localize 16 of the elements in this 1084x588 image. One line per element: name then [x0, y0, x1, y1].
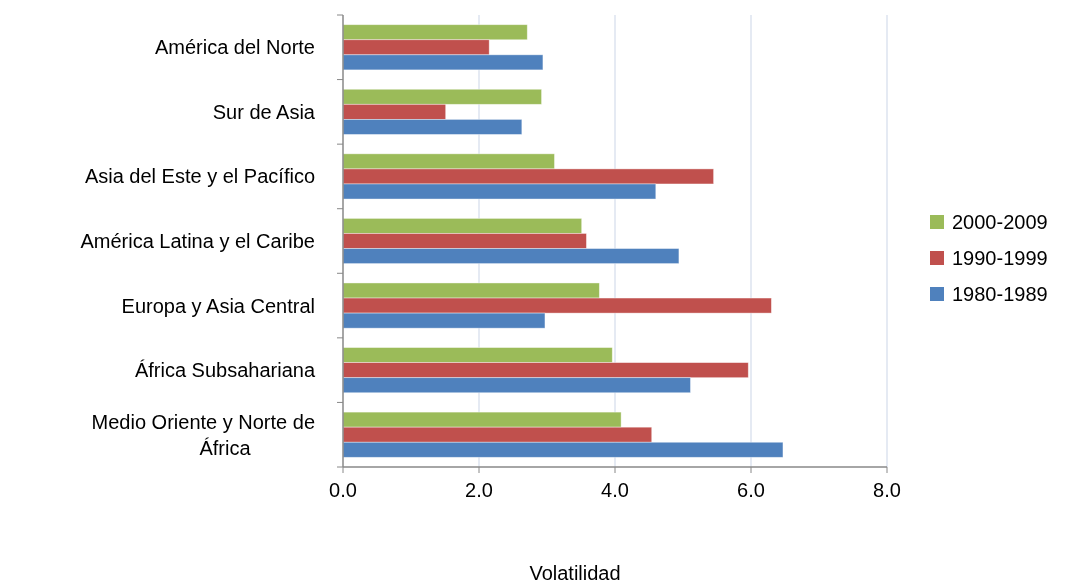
- legend-label: 1990-1999: [952, 247, 1048, 269]
- y-tick-label: Medio Oriente y Norte de África: [91, 410, 315, 459]
- x-tick-label: 6.0: [737, 479, 765, 501]
- y-tick-label: Sur de Asia: [212, 100, 316, 123]
- x-tick-label: 8.0: [873, 479, 901, 501]
- x-axis-title: Volatilidad: [529, 562, 621, 584]
- y-tick-label: Europa y Asia Central: [121, 294, 315, 317]
- y-tick-label: África Subsahariana: [134, 359, 316, 382]
- legend-label: 2000-2009: [952, 211, 1048, 233]
- y-tick-label: América Latina y el Caribe: [80, 230, 315, 252]
- x-tick-label: 2.0: [465, 479, 493, 501]
- x-tick-label: 4.0: [601, 479, 629, 501]
- x-tick-label: 0.0: [329, 479, 357, 501]
- y-tick-label: América del Norte: [154, 36, 315, 59]
- y-tick-label: Asia del Este y el Pacífico: [84, 165, 315, 188]
- legend-label: 1980-1989: [952, 283, 1048, 305]
